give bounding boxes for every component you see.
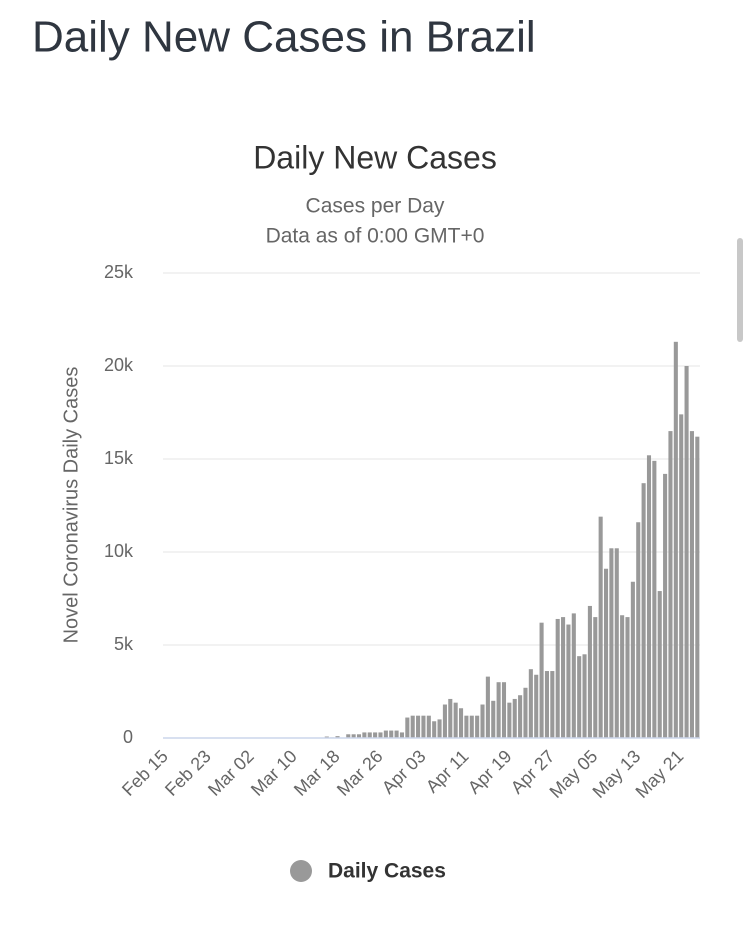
bar — [620, 615, 625, 738]
bar — [373, 732, 378, 738]
bar — [507, 702, 512, 738]
bar — [582, 654, 587, 738]
y-tick-label: 25k — [104, 262, 134, 282]
bar — [636, 522, 641, 738]
page-title: Daily New Cases in Brazil — [32, 13, 536, 62]
bar — [405, 717, 410, 738]
bar — [593, 617, 598, 738]
bar — [475, 715, 480, 738]
legend-marker — [290, 860, 312, 882]
x-tick-label: Apr 19 — [464, 746, 516, 798]
bar — [432, 721, 437, 738]
bar — [684, 366, 689, 738]
y-tick-label: 15k — [104, 448, 134, 468]
y-tick-label: 10k — [104, 541, 134, 561]
scrollbar[interactable] — [737, 238, 743, 342]
y-tick-label: 5k — [114, 634, 134, 654]
bar — [550, 671, 555, 738]
bar — [394, 730, 399, 738]
bar — [657, 591, 662, 738]
bar — [501, 682, 507, 738]
bar — [603, 568, 609, 738]
x-tick-label: May 21 — [632, 746, 688, 802]
bar — [367, 732, 372, 738]
x-tick-label: Mar 26 — [333, 746, 387, 800]
y-tick-label: 0 — [123, 727, 133, 747]
bar — [512, 698, 517, 738]
x-tick-label: Apr 11 — [422, 746, 473, 797]
x-tick-label: Mar 02 — [204, 746, 258, 800]
bar — [663, 473, 668, 738]
bar — [555, 618, 560, 738]
bar — [652, 460, 657, 738]
bar — [421, 715, 426, 738]
bar — [561, 617, 566, 738]
x-tick-label: Feb 15 — [118, 746, 172, 800]
bar — [695, 436, 700, 738]
chart-title: Daily New Cases — [253, 139, 497, 175]
bar — [448, 698, 453, 738]
bar — [544, 671, 549, 738]
bar — [458, 708, 464, 738]
bar — [646, 455, 652, 738]
bar — [410, 715, 415, 738]
chart-subtitle: Data as of 0:00 GMT+0 — [266, 225, 485, 248]
bar — [469, 715, 474, 738]
bar — [356, 734, 362, 738]
x-tick-label: Apr 03 — [378, 746, 430, 798]
bar — [689, 431, 694, 738]
x-tick-label: Mar 10 — [247, 746, 301, 800]
bar — [523, 687, 528, 738]
bar — [416, 715, 421, 738]
bar — [587, 605, 592, 738]
bar — [679, 414, 684, 738]
bar — [383, 730, 388, 738]
chart-subtitle: Cases per Day — [306, 195, 445, 218]
bar — [614, 548, 619, 738]
bar — [464, 715, 469, 738]
y-axis-label: Novel Coronavirus Daily Cases — [60, 367, 82, 644]
bar — [668, 431, 673, 738]
bar — [625, 617, 630, 738]
bar — [346, 734, 351, 738]
x-tick-label: Feb 23 — [161, 746, 215, 800]
bar — [485, 676, 490, 738]
bar — [496, 682, 501, 738]
bar — [351, 734, 356, 738]
bar — [534, 674, 539, 738]
bar — [571, 613, 576, 738]
bar — [480, 704, 485, 738]
bar — [566, 624, 571, 738]
bar — [335, 736, 340, 738]
bar — [491, 700, 496, 738]
bar — [630, 581, 635, 738]
bar — [453, 702, 458, 738]
bar — [389, 730, 394, 738]
legend-label: Daily Cases — [328, 860, 446, 883]
bar — [378, 732, 383, 738]
bar — [518, 695, 523, 738]
bar — [437, 719, 442, 738]
bar — [673, 341, 678, 738]
bar — [577, 656, 582, 738]
bar — [362, 732, 367, 738]
bar — [598, 516, 603, 738]
bar — [426, 715, 431, 738]
bar — [528, 669, 533, 738]
bar — [641, 483, 646, 738]
bar — [539, 622, 544, 738]
bar — [399, 732, 405, 738]
bar — [609, 548, 614, 738]
x-tick-label: Mar 18 — [290, 746, 344, 800]
y-tick-label: 20k — [104, 355, 134, 375]
bar — [442, 704, 447, 738]
